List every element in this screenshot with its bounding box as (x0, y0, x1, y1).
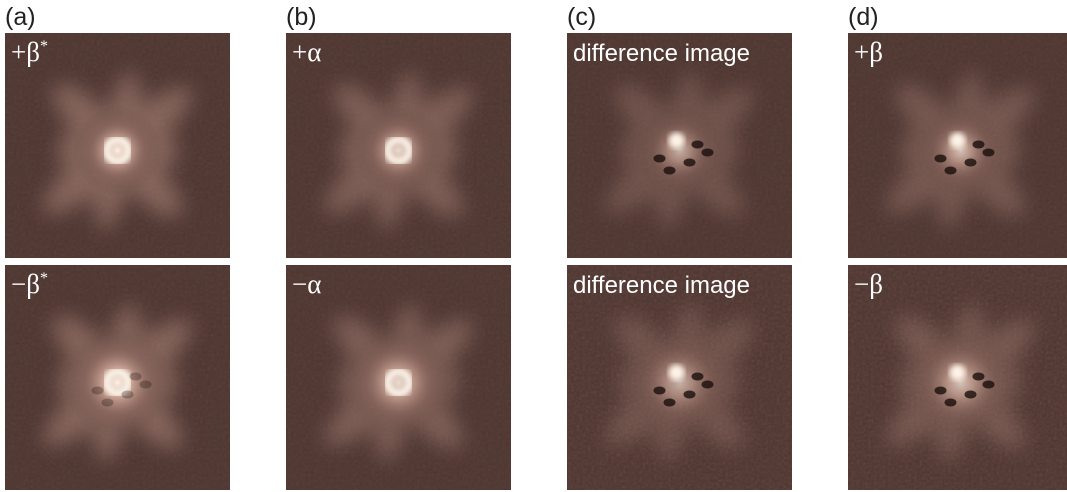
dark-spot (692, 373, 704, 381)
figure: (a)+β*−β*(b)+α−α(c)difference imagediffe… (0, 0, 1067, 492)
panel-label-text: +β (11, 37, 40, 67)
bright-spot (669, 133, 685, 149)
page: (a)+β*−β*(b)+α−α(c)difference imagediffe… (0, 0, 1067, 492)
dark-spot (935, 387, 947, 395)
column-label: (a) (5, 3, 36, 31)
panel-label: +β (854, 37, 883, 67)
glow (906, 328, 1016, 438)
panel-label-text: −β (11, 269, 40, 299)
panel-label-text: +α (292, 37, 321, 67)
column-label: (c) (567, 3, 596, 31)
dark-spot (945, 167, 957, 175)
dark-spot (973, 141, 985, 149)
dark-spot (140, 381, 152, 389)
dark-spot (692, 141, 704, 149)
panel-label-text: −α (292, 269, 321, 299)
panel-label-sup: * (40, 270, 48, 287)
dark-spot (965, 159, 977, 167)
panel-label: +α (292, 37, 321, 67)
bright-spot (950, 133, 966, 149)
dark-spot (92, 387, 104, 395)
glow (344, 328, 454, 438)
dark-spot (702, 381, 714, 389)
bright-spot (669, 365, 685, 381)
dark-spot (664, 399, 676, 407)
panel-label: −β (854, 269, 883, 299)
panel-label: −α (292, 269, 321, 299)
panel-label-text: −β (854, 269, 883, 299)
panel-label: difference image (573, 272, 750, 299)
glow (63, 328, 173, 438)
dark-spot (983, 149, 995, 157)
dark-spot (654, 387, 666, 395)
panel-label-sup: * (40, 38, 48, 55)
panel-label-text: +β (854, 37, 883, 67)
dark-spot (102, 399, 114, 407)
column-label: (b) (286, 3, 317, 31)
dark-spot (654, 155, 666, 163)
column-label: (d) (848, 3, 879, 31)
dark-spot (965, 391, 977, 399)
dark-spot (122, 391, 134, 399)
dark-spot (702, 149, 714, 157)
dark-spot (664, 167, 676, 175)
panel-label-text: difference image (573, 40, 750, 67)
dark-spot (684, 159, 696, 167)
glow (354, 106, 444, 196)
dark-spot (130, 373, 142, 381)
glow (73, 106, 163, 196)
dark-spot (684, 391, 696, 399)
dark-spot (973, 373, 985, 381)
dark-spot (945, 399, 957, 407)
bright-spot (950, 365, 966, 381)
dark-spot (983, 381, 995, 389)
glow (625, 328, 735, 438)
panel-label-text: difference image (573, 272, 750, 299)
dark-spot (935, 155, 947, 163)
panel-label: difference image (573, 40, 750, 67)
